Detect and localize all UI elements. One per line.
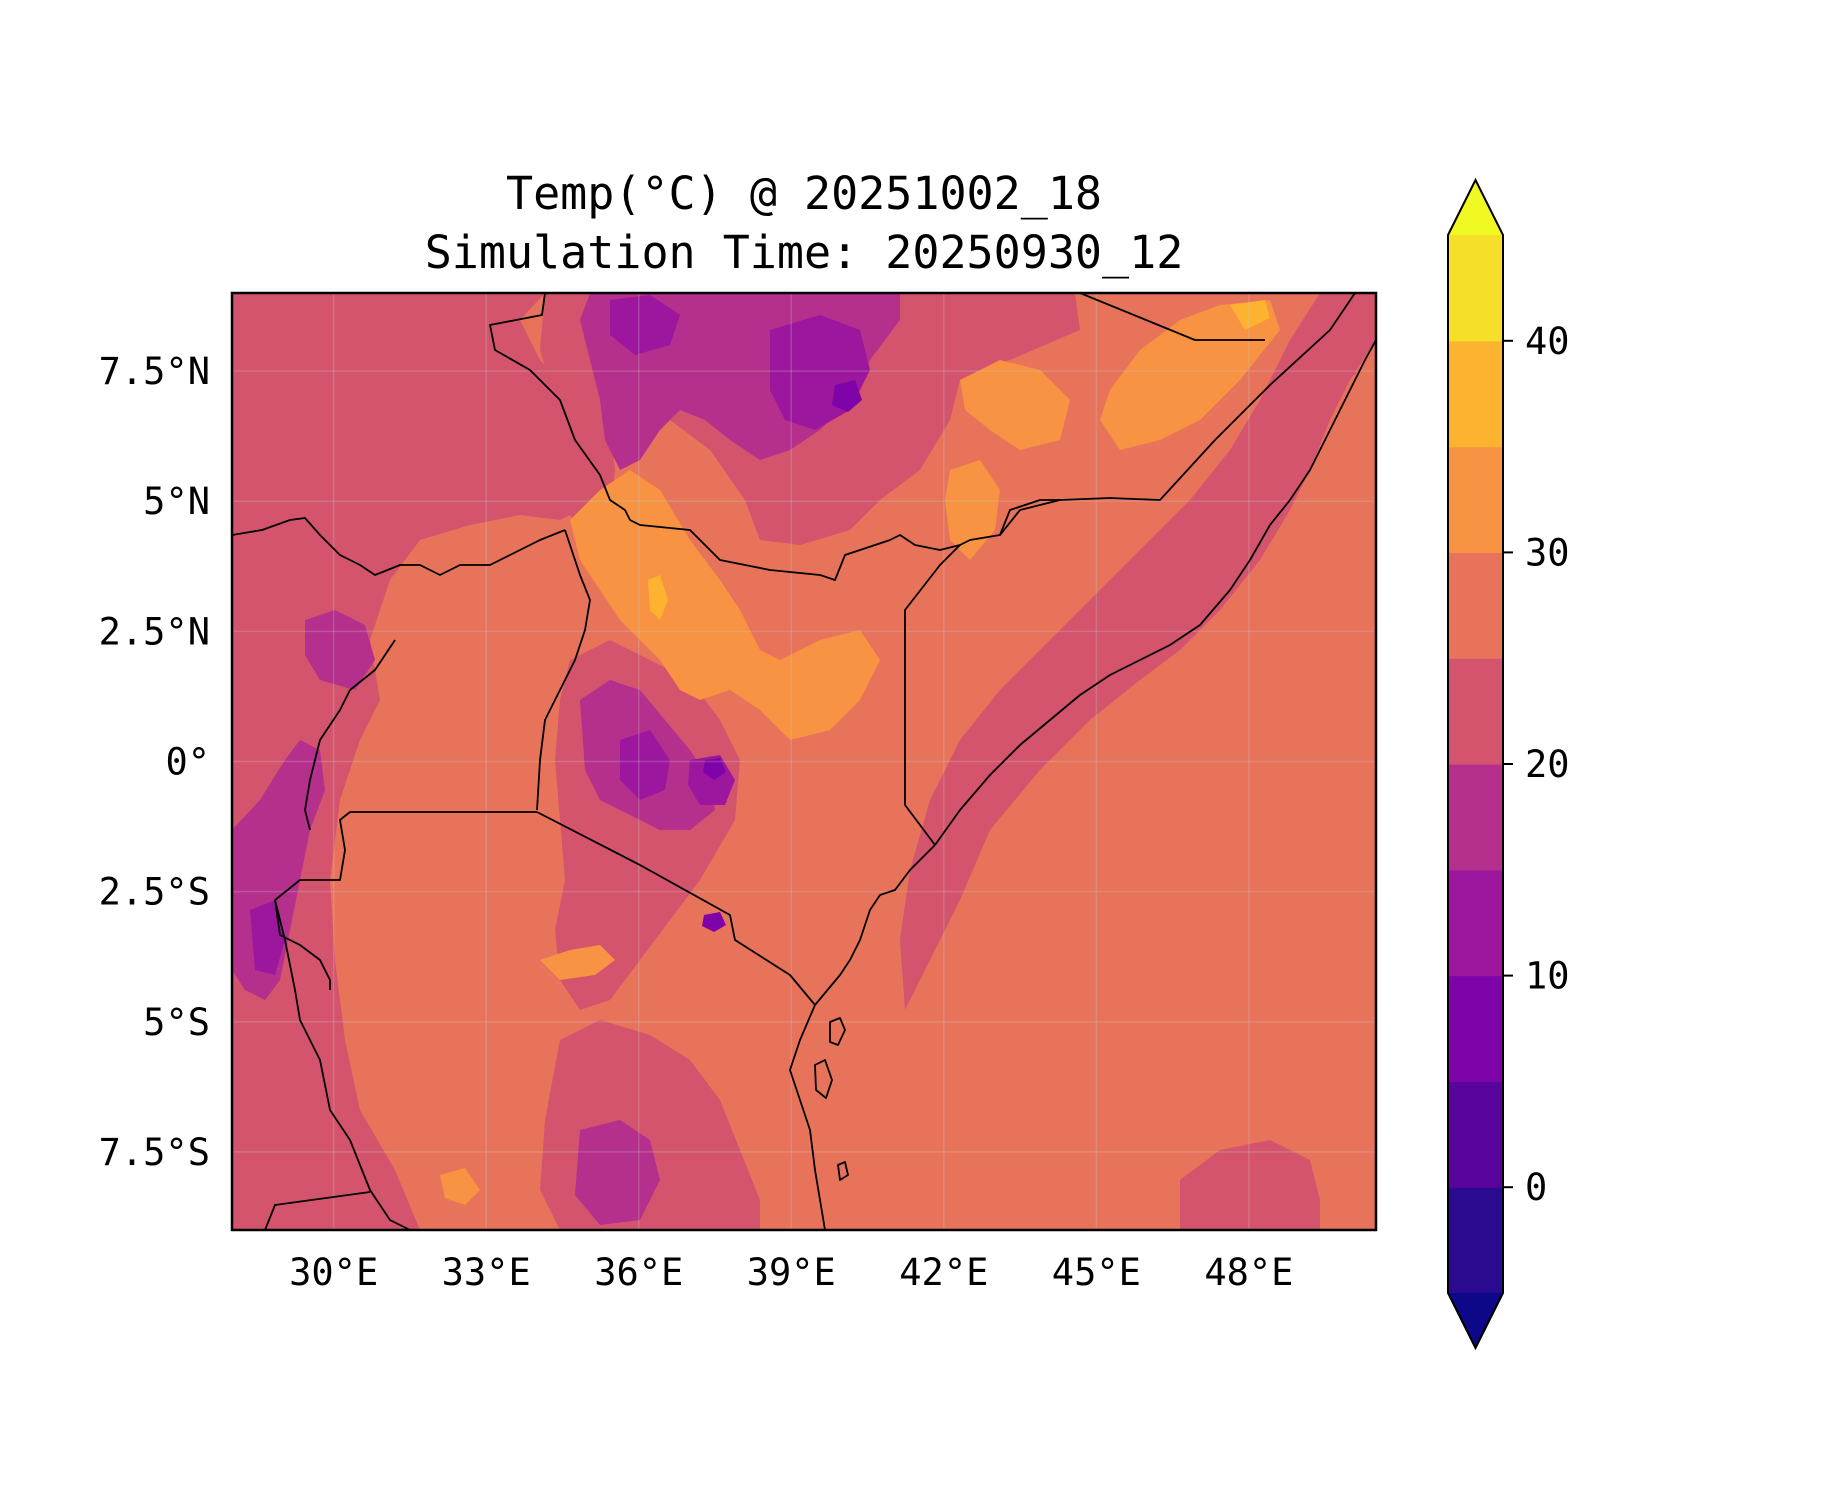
contour-band-30-35-sw	[440, 1168, 480, 1205]
border-coast-kenya-tanzania	[789, 844, 936, 1230]
map-frame	[230, 291, 1378, 1232]
lon-tick-label-1: 33°E	[442, 1251, 531, 1294]
country-borders	[232, 293, 1376, 1230]
border-kenya-somalia	[904, 544, 961, 846]
colorbar-segment-9	[1448, 235, 1503, 342]
contour-band-5-10-peak-kenya	[703, 758, 726, 780]
contour-band-35-40-lake-turkana	[648, 575, 668, 620]
contour-band-30-35-afar	[1100, 300, 1280, 450]
contour-band-5-10-peak-ethiopia	[832, 380, 862, 412]
border-sudan-ethiopia	[489, 293, 631, 521]
colorbar-segment-4	[1448, 764, 1503, 871]
colorbar-tick-label-3: 30	[1525, 531, 1570, 574]
border-djibouti	[1079, 293, 1265, 341]
lat-tick-label-5: 5°S	[143, 1001, 210, 1044]
lat-tick-label-0: 7.5°N	[99, 350, 210, 393]
border-ethiopia-kenya	[629, 499, 1060, 581]
lon-tick-label-5: 45°E	[1052, 1251, 1141, 1294]
border-drc-uganda	[304, 639, 396, 831]
contour-band-15-20-tanzania	[575, 1120, 660, 1225]
map-panel	[232, 293, 1376, 1230]
contour-band-5-10-peak-kili	[702, 912, 726, 932]
island-zanzibar	[814, 1059, 833, 1099]
border-south-sudan-uganda-drc	[232, 517, 566, 576]
colorbar-segment-2	[1448, 975, 1503, 1082]
border-ethiopia-somalia	[999, 293, 1356, 536]
colorbar-outline	[1447, 177, 1504, 1351]
contour-band-30-35-tanzania	[540, 945, 615, 980]
island-pemba	[829, 1017, 846, 1046]
colorbar-segment-5	[1448, 658, 1503, 765]
contour-band-20-25-sw-patch	[1180, 1140, 1320, 1230]
border-zambia-malawi	[264, 1191, 371, 1230]
lon-tick-label-0: 30°E	[289, 1251, 378, 1294]
lat-tick-label-3: 0°	[165, 741, 210, 784]
colorbar-segment-6	[1448, 552, 1503, 659]
contour-band-20-25-west	[232, 293, 600, 1230]
contour-band-30-35-ne-kenya	[945, 460, 1000, 560]
contour-band-20-25-somalia-coast	[900, 293, 1376, 1010]
contour-band-15-20-uganda	[305, 610, 375, 690]
lat-ticks: 7.5°N 5°N 2.5°N 0° 2.5°S 5°S 7.5°S	[99, 350, 210, 1174]
lat-tick-label-4: 2.5°S	[99, 871, 210, 914]
lat-tick-label-1: 5°N	[143, 480, 210, 523]
border-lake-tanganyika	[274, 899, 411, 1230]
colorbar: 0 10 20 30 40	[1447, 177, 1570, 1351]
lat-tick-label-2: 2.5°N	[99, 610, 210, 653]
contour-band-30-35-turkana	[570, 470, 880, 740]
colorbar-extend-max	[1448, 180, 1503, 235]
title-line-1: Temp(°C) @ 20251002_18	[506, 167, 1102, 220]
colorbar-segment-3	[1448, 869, 1503, 977]
colorbar-segment-8	[1448, 340, 1503, 448]
contour-band-10-15-west	[250, 900, 285, 975]
contour-band-30-35-ogaden	[960, 360, 1070, 450]
title-line-2: Simulation Time: 20250930_12	[425, 226, 1184, 279]
colorbar-segment-7	[1448, 446, 1503, 553]
contour-band-10-15-ethiopia-2	[610, 295, 680, 355]
contour-band-35-40-afar	[1230, 300, 1270, 330]
colorbar-tick-label-1: 10	[1525, 955, 1570, 998]
lon-tick-label-2: 36°E	[594, 1251, 683, 1294]
colorbar-tick-label-0: 0	[1525, 1166, 1547, 1209]
temperature-contours	[232, 293, 1376, 1230]
border-kenya-tanzania	[536, 811, 816, 1006]
island-mafia	[837, 1161, 849, 1181]
contour-band-20-25-ne-patch	[1295, 320, 1365, 375]
border-coast-somalia	[934, 339, 1376, 846]
lat-tick-label-6: 7.5°S	[99, 1131, 210, 1174]
colorbar-extend-min	[1448, 1293, 1503, 1348]
border-uganda-kenya	[536, 529, 591, 811]
contour-band-10-15-kenya	[620, 730, 670, 800]
lon-tick-label-3: 39°E	[747, 1251, 836, 1294]
colorbar-segment-1	[1448, 1081, 1503, 1188]
colorbar-tick-label-2: 20	[1525, 743, 1570, 786]
lon-tick-label-6: 48°E	[1204, 1251, 1293, 1294]
lon-ticks: 30°E 33°E 36°E 39°E 42°E 45°E 48°E	[289, 1251, 1293, 1294]
lon-tick-label-4: 42°E	[899, 1251, 988, 1294]
colorbar-segment-0	[1448, 1187, 1503, 1294]
colorbar-tick-label-4: 40	[1525, 320, 1570, 363]
